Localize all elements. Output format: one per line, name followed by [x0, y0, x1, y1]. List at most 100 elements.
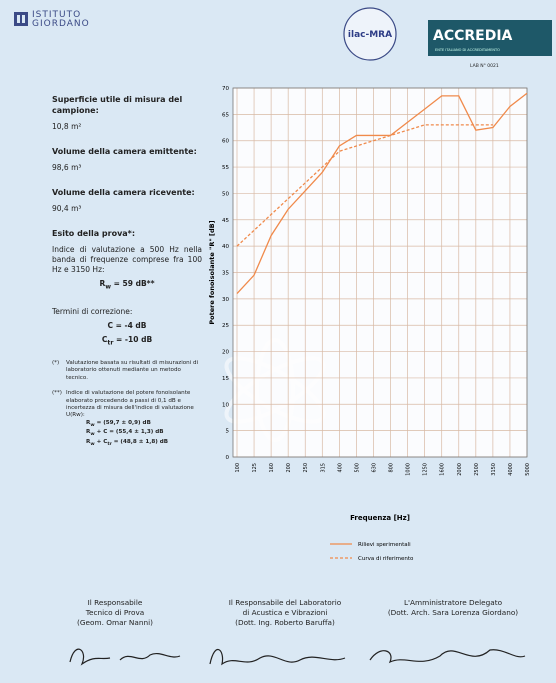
- y-tick-label: 55: [222, 165, 229, 171]
- subscript: w: [90, 432, 95, 438]
- note-body: Valutazione basata su risultati di misur…: [66, 360, 202, 382]
- y-tick-label: 30: [222, 297, 229, 303]
- x-tick-label: 200: [286, 463, 292, 473]
- detail-value: 98,6 m³: [52, 163, 82, 172]
- series-line: [236, 124, 493, 247]
- y-tick-label: 40: [222, 244, 229, 250]
- logo-text: ISTITUTO GIORDANO: [32, 11, 90, 29]
- legend-label: Curva di riferimento: [358, 556, 414, 562]
- ilac-logo: ilac-MRA: [348, 30, 392, 40]
- x-tick-label: 100: [235, 463, 241, 473]
- text-part: R: [86, 429, 91, 436]
- ilac-logo-circle: [343, 7, 397, 61]
- x-tick-label: 3150: [491, 463, 497, 476]
- x-tick-label: 315: [320, 463, 326, 473]
- y-tick-label: 20: [222, 350, 229, 356]
- x-tick-label: 125: [252, 463, 258, 473]
- text-part: = 59 dB**: [111, 279, 155, 288]
- detail-label: Volume della camera emittente:: [52, 147, 197, 156]
- detail-value: 90,4 m³: [52, 204, 82, 213]
- x-axis-label: Frequenza [Hz]: [350, 514, 410, 522]
- text-part: C: [101, 334, 108, 344]
- signature-line: Il Responsabile del Laboratorio: [228, 598, 342, 607]
- detail-label: Volume della camera ricevente:: [52, 188, 195, 197]
- y-tick-label: 25: [222, 323, 229, 329]
- details-column: Superficie utile di misura del campione:…: [52, 80, 202, 448]
- x-tick-label: 5000: [525, 463, 531, 476]
- note-text: Valutazione basata su risultati di misur…: [66, 360, 199, 381]
- signature-line: Il Responsabile: [87, 598, 143, 607]
- subscript: tr: [107, 339, 114, 346]
- note: (**) Indice di valutazione del potere fon…: [52, 390, 202, 448]
- accredia-subtitle: ENTE ITALIANO DI ACCREDITAMENTO: [435, 48, 500, 52]
- x-tick-label: 250: [303, 463, 309, 473]
- y-tick-label: 10: [222, 402, 229, 408]
- text-part: C = -4 dB: [107, 320, 147, 330]
- signature-block: Il Responsabile del Laboratorio di Acusti…: [200, 598, 370, 628]
- signature-line: (Dott. Arch. Sara Lorenza Giordano): [387, 608, 519, 617]
- corrections-label: Termini di correzione:: [52, 306, 133, 316]
- note-mark: (*): [52, 360, 60, 366]
- signature-line: Tecnico di Prova: [85, 608, 145, 617]
- y-tick-label: 35: [222, 271, 229, 277]
- correction: C = -4 dB: [52, 321, 202, 331]
- text-part: R: [86, 438, 91, 445]
- formula: Rw + Ctr = (48,8 ± 1,8) dB: [66, 439, 202, 449]
- note-text: Indice di valutazione del potere fonoiso…: [66, 390, 194, 419]
- signature-line: di Acustica e Vibrazioni: [242, 608, 328, 617]
- lab-number: LAB N° 0021: [470, 64, 499, 69]
- text-part: = -10 dB: [113, 334, 153, 344]
- signature-block: L'Amministratore Delegato (Dott. Arch. Sa…: [368, 598, 538, 618]
- legend-label: Rilievi sperimentali: [358, 542, 411, 548]
- y-tick-label: 50: [222, 191, 229, 197]
- subscript: w: [90, 441, 95, 447]
- signature: [369, 649, 526, 664]
- signature-line: L'Amministratore Delegato: [403, 598, 503, 607]
- correction: Ctr = -10 dB: [52, 335, 202, 349]
- x-tick-label: 1600: [440, 463, 446, 476]
- y-tick-label: 5: [226, 429, 230, 435]
- x-tick-label: 400: [337, 463, 343, 473]
- detail-label: Superficie utile di misura del campione:: [52, 95, 183, 115]
- x-tick-label: 1250: [423, 463, 429, 476]
- note-body: Indice di valutazione del potere fonoiso…: [66, 390, 202, 448]
- x-tick-label: 1000: [406, 463, 412, 476]
- text-part: + C: [94, 438, 108, 445]
- signature-line: (Geom. Omar Nanni): [77, 618, 153, 627]
- y-tick-label: 70: [222, 86, 229, 92]
- text-part: R: [86, 419, 91, 426]
- note-mark: (**): [52, 390, 62, 397]
- accredia-logo: ACCREDIA: [433, 28, 513, 44]
- notes: (*) Valutazione basata su risultati di mi…: [52, 360, 202, 448]
- y-tick-label: 15: [222, 376, 229, 382]
- signature: [69, 648, 181, 666]
- logo-icon: [14, 12, 28, 26]
- result-label: Esito della prova*:: [52, 229, 136, 238]
- x-tick-label: 4000: [508, 463, 514, 476]
- x-tick-label: 160: [269, 463, 275, 473]
- series-line: [236, 92, 528, 295]
- signature-line: (Dott. Ing. Roberto Baruffa): [235, 618, 335, 627]
- text-part: = (48,8 ± 1,8) dB: [111, 438, 169, 445]
- logo-line: GIORDANO: [32, 19, 90, 29]
- subscript: w: [105, 283, 112, 291]
- text-part: + C = (55,4 ± 1,3) dB: [94, 429, 164, 436]
- x-tick-label: 2500: [474, 463, 480, 476]
- signature: [209, 649, 346, 666]
- text-part: R: [99, 279, 106, 288]
- note: (*) Valutazione basata su risultati di mi…: [52, 360, 202, 382]
- y-tick-label: 65: [222, 112, 229, 118]
- result-text: Indice di valutazione a 500 Hz nella ban…: [52, 245, 202, 274]
- x-tick-label: 500: [354, 463, 360, 473]
- y-axis-label: Potere fonoisolante "R" [dB]: [208, 220, 216, 324]
- detail-value: 10,8 m²: [52, 122, 82, 131]
- logo-line: ISTITUTO: [32, 10, 82, 20]
- x-tick-label: 630: [371, 463, 377, 473]
- x-tick-label: 800: [389, 463, 395, 473]
- formula: Rw = (59,7 ± 0,9) dB: [66, 420, 202, 430]
- plot-frame: [232, 87, 528, 458]
- y-tick-label: 0: [226, 455, 230, 461]
- text-part: = (59,7 ± 0,9) dB: [94, 419, 151, 426]
